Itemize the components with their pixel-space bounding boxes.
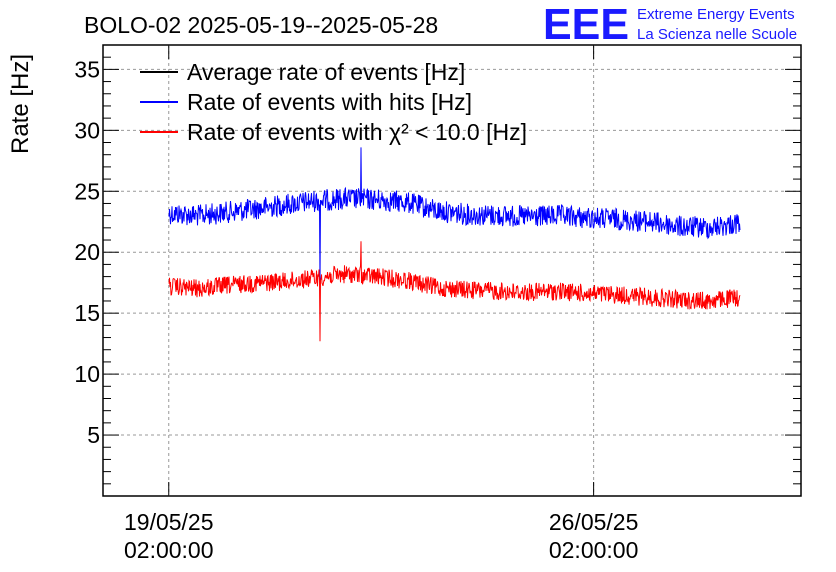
logo-line-1: Extreme Energy Events [637, 6, 795, 23]
y-tick-label: 20 [74, 239, 100, 265]
plot-frame [102, 44, 802, 497]
y-axis-label: Rate [Hz] [7, 54, 34, 154]
x-tick-label-date: 26/05/25 [549, 509, 639, 535]
y-tick-label: 5 [87, 422, 100, 448]
series-line-1 [168, 147, 741, 284]
legend-label-0: Average rate of events [Hz] [187, 59, 465, 85]
legend: Average rate of events [Hz] Rate of event… [140, 59, 527, 145]
y-tick-label: 35 [74, 56, 100, 82]
logo-line-2: La Scienza nelle Scuole [637, 26, 797, 43]
chart-title: BOLO-02 2025-05-19--2025-05-28 [84, 12, 438, 38]
y-tick-label: 15 [74, 300, 100, 326]
grid-lines [103, 45, 801, 496]
legend-label-2: Rate of events with χ² < 10.0 [Hz] [187, 119, 527, 145]
legend-label-1: Rate of events with hits [Hz] [187, 89, 472, 115]
y-tick-label: 10 [74, 361, 100, 387]
x-tick-label-time: 02:00:00 [124, 537, 214, 563]
series-line-2 [168, 241, 741, 342]
x-tick-label-date: 19/05/25 [124, 509, 214, 535]
series-layer [168, 147, 741, 342]
axis-ticks: 510152025303519/05/2502:00:0026/05/2502:… [74, 45, 801, 563]
x-tick-label-time: 02:00:00 [549, 537, 639, 563]
y-tick-label: 25 [74, 178, 100, 204]
eee-logo: EEE [543, 0, 629, 49]
y-tick-label: 30 [74, 117, 100, 143]
